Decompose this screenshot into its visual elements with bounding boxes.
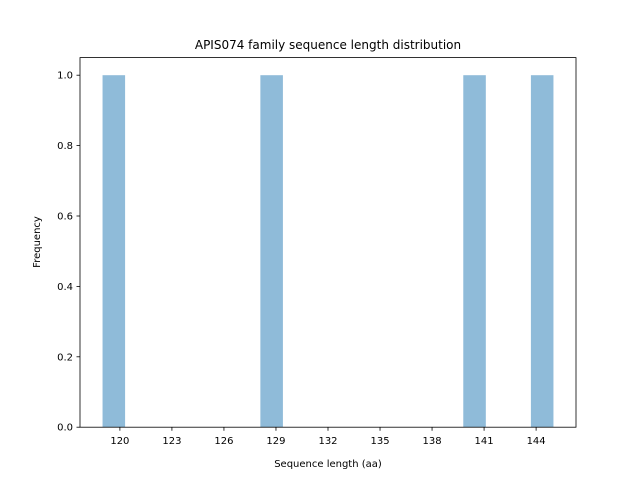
x-tick-label: 144	[527, 436, 546, 447]
y-tick-label: 1.0	[57, 71, 73, 82]
chart-title: APIS074 family sequence length distribut…	[195, 38, 461, 52]
x-tick-label: 138	[423, 436, 442, 447]
y-tick-label: 0.0	[57, 423, 73, 434]
x-tick-label: 141	[475, 436, 494, 447]
bar	[530, 75, 554, 428]
y-tick-label: 0.2	[57, 352, 73, 363]
x-tick-label: 126	[214, 436, 233, 447]
y-tick-label: 0.6	[57, 212, 73, 223]
y-tick-label: 0.4	[57, 282, 73, 293]
x-tick-label: 135	[370, 436, 389, 447]
y-tick-label: 0.8	[57, 141, 73, 152]
x-tick-label: 120	[110, 436, 129, 447]
x-tick-label: 129	[266, 436, 285, 447]
axes-frame	[79, 57, 577, 428]
y-axis-label: Frequency	[32, 216, 43, 268]
bar	[102, 75, 126, 428]
x-tick-label: 123	[162, 436, 181, 447]
x-tick-label: 132	[318, 436, 337, 447]
bar	[463, 75, 486, 428]
bar	[260, 75, 283, 428]
x-axis-label: Sequence length (aa)	[274, 459, 382, 470]
